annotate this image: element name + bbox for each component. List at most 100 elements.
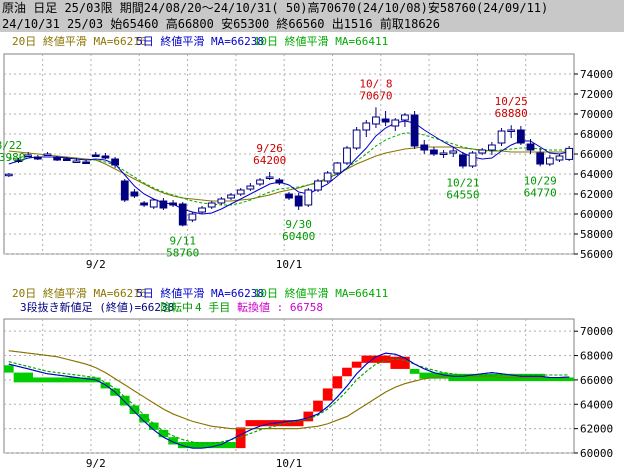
annotation-value: 70670 bbox=[359, 89, 392, 102]
sub-legend-entry: 陰転中 bbox=[160, 300, 193, 314]
ma10-line bbox=[8, 132, 570, 206]
candle-up bbox=[304, 189, 313, 206]
brick-down bbox=[32, 377, 101, 383]
y-tick-label: 68000 bbox=[580, 128, 613, 141]
candle-up bbox=[149, 199, 158, 208]
candle-up bbox=[24, 154, 33, 157]
candle-down bbox=[101, 155, 110, 159]
brick-down bbox=[419, 372, 449, 379]
candle-down bbox=[140, 202, 148, 206]
y-tick-label: 74000 bbox=[580, 68, 613, 81]
candle-down bbox=[459, 154, 467, 167]
x-tick-label: 10/1 bbox=[276, 258, 303, 271]
legend-entry: 5日 終値平滑 MA=66238 bbox=[136, 34, 264, 48]
candle-down bbox=[178, 203, 187, 226]
candle-up bbox=[478, 149, 487, 154]
x-tick-label: 10/1 bbox=[276, 457, 303, 470]
y-tick-label: 64000 bbox=[580, 168, 613, 181]
y-tick-label: 72000 bbox=[580, 88, 613, 101]
legend-entry: 10日 終値平滑 MA=66411 bbox=[254, 34, 388, 48]
candle-down bbox=[526, 143, 535, 151]
brick-up bbox=[235, 427, 246, 449]
legend-entry: 10日 終値平滑 MA=66411 bbox=[254, 286, 388, 300]
candle-down bbox=[33, 156, 42, 160]
sub-legend-entry: 転換値 : 66758 bbox=[237, 301, 323, 314]
ma10-line bbox=[8, 358, 570, 444]
legend-entry: 5日 終値平滑 MA=66238 bbox=[136, 286, 264, 300]
candle-down bbox=[91, 154, 100, 157]
brick-down bbox=[158, 429, 169, 438]
ma5-line bbox=[8, 352, 570, 449]
annotation-value: 60400 bbox=[282, 230, 315, 243]
brick-up bbox=[342, 367, 352, 377]
x-tick-label: 9/2 bbox=[86, 258, 106, 271]
candle-down bbox=[430, 149, 438, 155]
candle-up bbox=[314, 180, 322, 191]
y-tick-label: 64000 bbox=[580, 398, 613, 411]
plot-frame bbox=[3, 318, 575, 454]
annotation-date: 9/30 bbox=[285, 218, 312, 231]
candle-up bbox=[217, 198, 226, 204]
candle-up bbox=[449, 150, 458, 154]
candle-up bbox=[256, 179, 264, 185]
y-tick-label: 66000 bbox=[580, 374, 613, 387]
candle-up bbox=[198, 207, 206, 213]
annotation-date: 8/22 bbox=[0, 139, 22, 152]
ma5-line bbox=[8, 352, 570, 449]
annotation-value: 58760 bbox=[166, 246, 199, 259]
x-tick-label: 9/2 bbox=[86, 457, 106, 470]
candle-up bbox=[565, 147, 574, 160]
annotation-date: 9/26 bbox=[256, 142, 283, 155]
candle-up bbox=[352, 129, 361, 149]
ma20-line bbox=[8, 350, 570, 430]
candle-down bbox=[294, 195, 303, 207]
brick-up bbox=[351, 361, 362, 368]
sub-legend-entry: 3段抜き新値足 (終値)=66238 bbox=[20, 300, 174, 314]
annotation-value: 63980 bbox=[0, 151, 25, 164]
brick-down bbox=[168, 437, 178, 445]
ma5-line bbox=[8, 120, 570, 215]
candle-up bbox=[439, 152, 448, 155]
candle-up bbox=[333, 162, 342, 174]
legend-entry: 20日 終値平滑 MA=66216 bbox=[12, 34, 146, 48]
brick-down bbox=[13, 372, 33, 383]
candle-down bbox=[53, 157, 62, 161]
brick-down bbox=[139, 414, 149, 423]
brick-down bbox=[119, 395, 130, 406]
candle-down bbox=[381, 118, 390, 123]
brick-down bbox=[177, 442, 236, 449]
annotation-value: 64550 bbox=[446, 189, 479, 202]
y-tick-label: 70000 bbox=[580, 325, 613, 338]
candle-up bbox=[488, 144, 496, 151]
candle-up bbox=[265, 176, 274, 179]
candle-up bbox=[372, 116, 380, 125]
brick-down bbox=[148, 422, 159, 430]
brick-down bbox=[4, 365, 14, 373]
candle-down bbox=[410, 114, 419, 147]
brick-up bbox=[313, 400, 323, 412]
y-tick-label: 70000 bbox=[580, 108, 613, 121]
candle-up bbox=[246, 185, 255, 190]
y-tick-label: 60000 bbox=[580, 447, 613, 460]
y-tick-label: 62000 bbox=[580, 423, 613, 436]
brick-up bbox=[361, 355, 391, 363]
header-summary-line: 原油 日足 25/03限 期間24/08/20～24/10/31( 50)高70… bbox=[0, 0, 624, 16]
annotation-date: 10/25 bbox=[495, 95, 528, 108]
sub-legend-entry: 4 手目 bbox=[195, 300, 230, 314]
annotation-date: 10/21 bbox=[446, 177, 479, 190]
brick-up bbox=[303, 411, 314, 422]
y-tick-label: 68000 bbox=[580, 350, 613, 363]
candle-up bbox=[188, 213, 197, 221]
candle-up bbox=[401, 114, 409, 121]
candle-down bbox=[285, 193, 293, 199]
annotation-value: 68880 bbox=[495, 107, 528, 120]
brick-up bbox=[390, 356, 410, 369]
candle-up bbox=[468, 152, 477, 167]
y-tick-label: 58000 bbox=[580, 228, 613, 241]
brick-down bbox=[129, 405, 140, 415]
ma20-line bbox=[8, 350, 570, 430]
annotation-value: 64770 bbox=[524, 186, 557, 199]
candle-down bbox=[516, 129, 525, 144]
